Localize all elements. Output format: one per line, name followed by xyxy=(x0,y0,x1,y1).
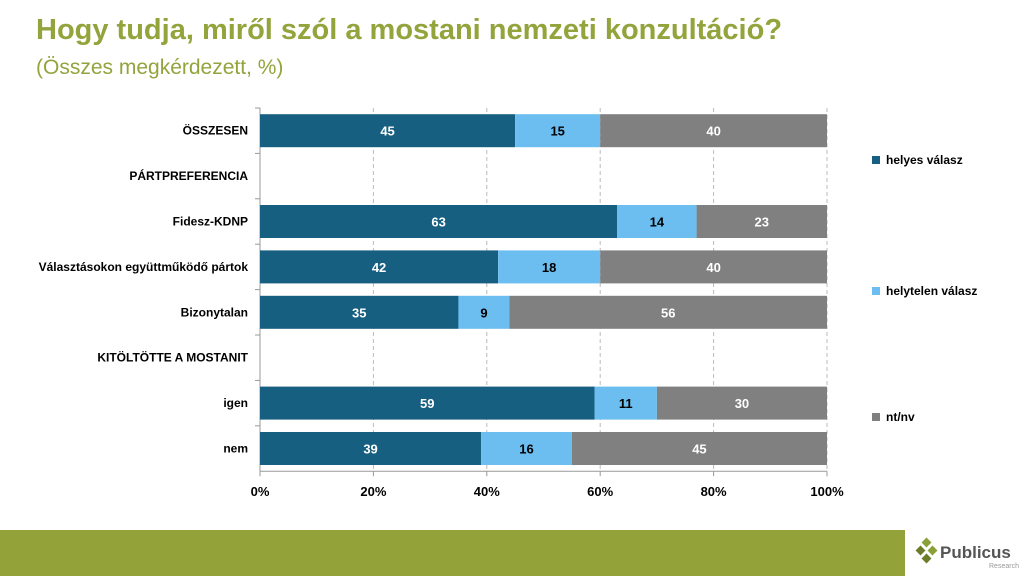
data-label: 63 xyxy=(431,215,445,230)
bar-segment xyxy=(617,205,697,238)
bar-segment xyxy=(458,295,510,329)
data-label: 40 xyxy=(706,124,720,139)
bar-segment xyxy=(515,114,601,148)
x-tick-label: 20% xyxy=(360,484,386,499)
bar-segment xyxy=(696,205,827,238)
data-label: 18 xyxy=(542,260,556,275)
legend-label: helytelen válasz xyxy=(886,284,977,298)
chart-title: Hogy tudja, miről szól a mostani nemzeti… xyxy=(36,14,783,46)
x-tick-label: 0% xyxy=(251,484,270,499)
chart-subtitle: (Összes megkérdezett, %) xyxy=(36,56,284,79)
legend-swatch xyxy=(872,156,880,164)
bar-segment xyxy=(600,114,827,148)
x-tick-label: 60% xyxy=(587,484,613,499)
legend-swatch xyxy=(872,287,880,295)
bar-segment xyxy=(571,432,827,465)
x-tick-label: 80% xyxy=(701,484,727,499)
legend-label: helyes válasz xyxy=(886,153,963,167)
data-label: 14 xyxy=(650,215,665,230)
legend-label: nt/nv xyxy=(886,410,915,424)
svg-text:Research: Research xyxy=(989,563,1019,570)
data-label: 42 xyxy=(372,260,386,275)
publicus-logo: Publicus Research xyxy=(915,537,1019,570)
bar-segment xyxy=(260,295,459,329)
bar-segment xyxy=(260,432,482,465)
category-label: Fidesz-KDNP xyxy=(173,215,248,229)
data-label: 45 xyxy=(692,442,706,457)
legend-swatch xyxy=(872,413,880,421)
data-label: 9 xyxy=(480,305,487,320)
bar-segment xyxy=(481,432,572,465)
category-label: Választásokon együttműködő pártok xyxy=(39,260,249,274)
category-label: KITÖLTÖTTE A MOSTANIT xyxy=(97,350,248,365)
category-label: Bizonytalan xyxy=(181,305,248,319)
bar-segment xyxy=(656,386,827,420)
data-label: 11 xyxy=(619,396,633,411)
data-label: 16 xyxy=(519,442,533,457)
data-label: 15 xyxy=(550,124,564,139)
data-label: 56 xyxy=(661,305,675,320)
data-label: 45 xyxy=(380,124,394,139)
data-label: 59 xyxy=(420,396,434,411)
bar-segment xyxy=(509,295,827,329)
bar-segment xyxy=(498,250,601,284)
bar-segment xyxy=(600,250,827,284)
data-label: 23 xyxy=(755,215,769,230)
bar-segment xyxy=(260,386,595,420)
category-label: igen xyxy=(223,396,248,410)
logo-diamonds-icon xyxy=(915,537,938,564)
stacked-bar-chart: 0% 20% 40% 60% 80% 100% ÖSSZESEN 45 15 40 PÁRTPREF… xyxy=(39,107,977,499)
footer-band xyxy=(0,530,905,576)
category-label: PÁRTPREFERENCIA xyxy=(129,168,248,183)
bar-segment xyxy=(260,250,499,284)
x-tick-label: 100% xyxy=(810,484,844,499)
data-label: 40 xyxy=(706,260,720,275)
data-label: 39 xyxy=(363,442,377,457)
bar-segment xyxy=(260,205,618,238)
svg-text:Publicus: Publicus xyxy=(940,543,1011,562)
x-tick-label: 40% xyxy=(474,484,500,499)
bar-segment xyxy=(260,114,516,148)
category-label: nem xyxy=(223,442,248,456)
category-label: ÖSSZESEN xyxy=(183,123,248,138)
data-label: 35 xyxy=(352,305,366,320)
bar-segment xyxy=(594,386,657,420)
data-label: 30 xyxy=(735,396,749,411)
